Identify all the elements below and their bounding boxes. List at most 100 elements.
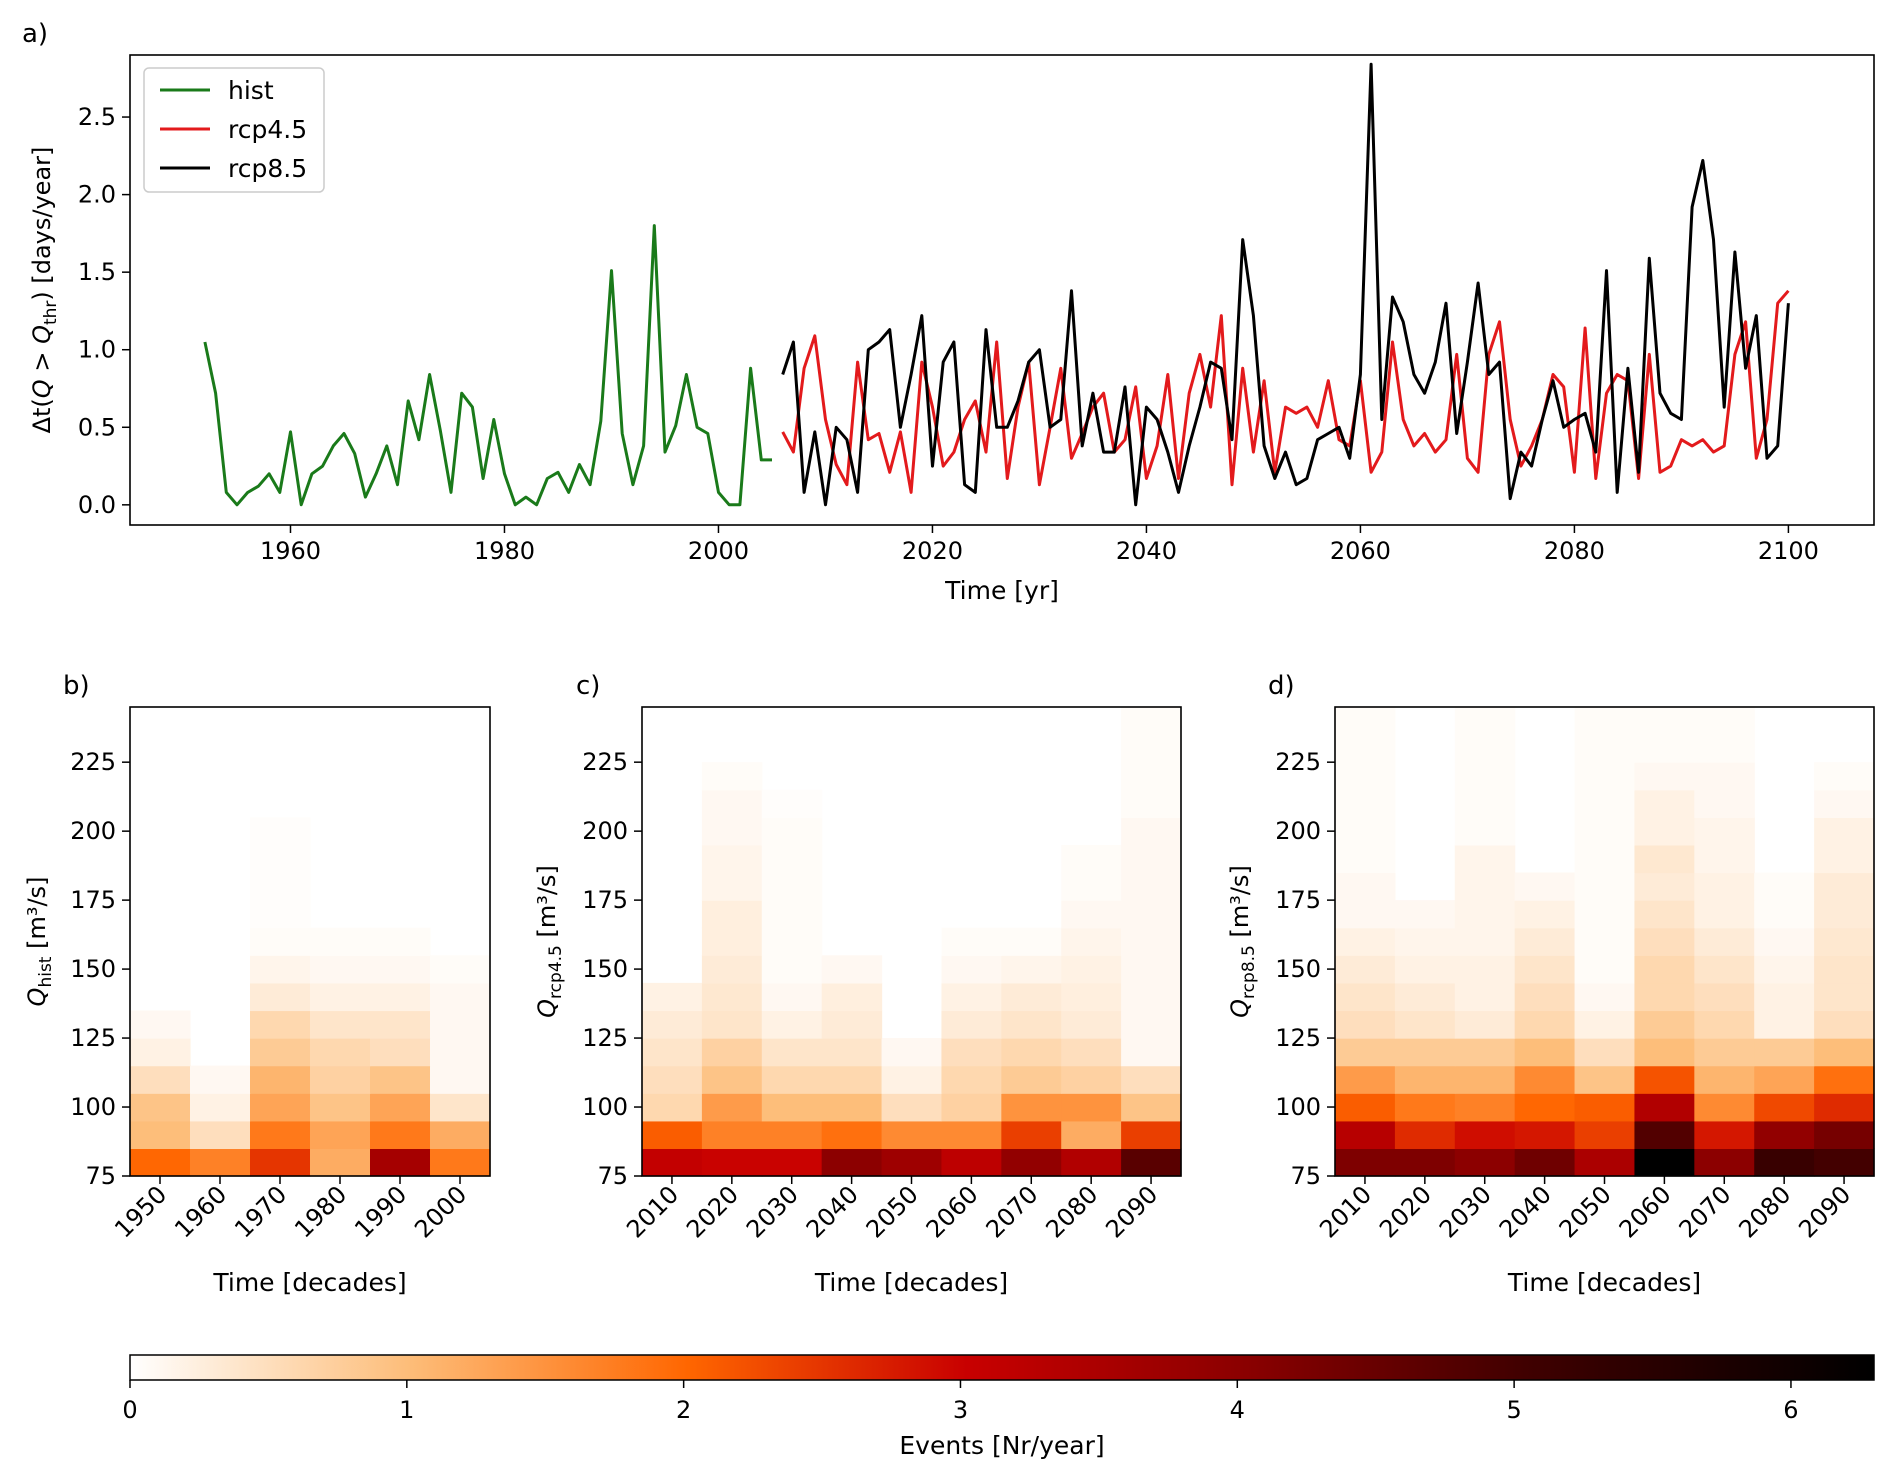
x-tick-label: 1980 [474,537,535,565]
heatmap-cell [370,955,431,984]
heatmap-cell [1754,1093,1815,1122]
heatmap-cell [701,762,763,791]
heatmap-cell [130,1038,191,1067]
heatmap-cell [370,1065,431,1094]
colorbar: 0 1 2 3 4 5 6 Events [Nr/year] [122,1354,1875,1460]
heatmap-cell [1814,1038,1875,1067]
heatmap-cell [1335,955,1396,984]
heatmap-cell [1454,1010,1516,1039]
x-tick-label: 2080 [1040,1180,1103,1243]
legend-label: rcp8.5 [228,154,307,183]
heatmap-cell [701,1093,763,1122]
x-tick-label: 2040 [1494,1180,1557,1243]
heatmap-cell [1694,707,1755,736]
colorbar-tick-label: 5 [1506,1396,1521,1424]
x-tick-label: 2080 [1544,537,1605,565]
x-tick-label: 2050 [1554,1180,1617,1243]
heatmap-cell [1574,1038,1636,1067]
heatmap-cell [1335,762,1396,791]
heatmap-cell [1814,1093,1875,1122]
heatmap-cell [761,1065,823,1094]
heatmap-cell [190,1120,251,1150]
y-tick-label: 125 [582,1024,628,1052]
heatmap-cell [761,927,823,956]
x-tick-label: 2040 [801,1180,864,1243]
heatmap-cell [1121,900,1182,929]
heatmap-cell [310,1010,371,1039]
y-tick-label: 1.5 [78,258,116,286]
y-tick-label: 75 [597,1162,628,1190]
legend-label: rcp4.5 [228,115,307,144]
x-axis-label: Time [decades] [212,1268,406,1297]
legend-label: hist [228,76,274,105]
heatmap-cell [310,955,371,984]
heatmap-cell [1335,734,1396,763]
heatmap-cell [1121,789,1182,818]
heatmap-cell [1121,955,1182,984]
heatmap-cell [430,1010,491,1039]
colorbar-tick-label: 4 [1230,1396,1245,1424]
heatmap-cell [1335,1065,1396,1094]
heatmap-cell [941,927,1002,956]
y-tick-label: 75 [85,1162,116,1190]
heatmap-cell [250,817,311,846]
heatmap-cell [821,1010,883,1039]
heatmap-cell [1754,1038,1815,1067]
heatmap-cell [1001,1038,1062,1067]
x-tick-label: 2000 [688,537,749,565]
heatmap-cell [701,1010,763,1039]
heatmap-cell [1514,1148,1576,1177]
heatmap-cell [701,872,763,901]
x-tick-label: 2080 [1733,1180,1796,1243]
heatmap-cell [1061,1148,1122,1177]
heatmap-cell [941,1093,1002,1122]
series-lines [203,62,1790,507]
heatmap-cell [1335,900,1396,929]
heatmap-cell [1454,762,1516,791]
heatmap-cell [190,1093,251,1122]
heatmap-cell [1121,872,1182,901]
heatmap-cell [1754,1010,1815,1039]
heatmap-cell [761,955,823,984]
heatmap-cell [1061,1038,1122,1067]
heatmap-cell [1335,982,1396,1012]
heatmap-cell [761,1038,823,1067]
y-axis-label-a: Δt(Q > Qthr) [days/year] [28,147,61,434]
heatmap-cell [1001,927,1062,956]
heatmap-cell [1121,762,1182,791]
heatmap-cell [941,1038,1002,1067]
heatmap-cell [1694,955,1755,984]
heatmap-cell [1394,1148,1456,1177]
heatmap-cell [1574,734,1636,763]
heatmap-cell [701,1120,763,1150]
x-tick-label: 2030 [1434,1180,1497,1243]
heatmap-cell [701,927,763,956]
heatmap-cell [1061,1120,1122,1150]
heatmap-cell [821,1093,883,1122]
y-tick-label: 1.0 [78,336,116,364]
heatmap-cell [1574,707,1636,736]
heatmap-cell [1694,789,1755,818]
heatmap-cell [761,872,823,901]
heatmap-cell [1634,982,1695,1012]
x-tick-label: 1980 [289,1180,352,1243]
y-tick-label: 200 [70,817,116,845]
line-chart-panel: a) 1960 1980 2000 2020 2040 2060 2080 2100 0.00… [22,19,1875,605]
heatmap-cell [250,1120,311,1150]
heatmap-cell [1335,844,1396,874]
heatmap-cell [761,789,823,818]
heatmap-cell [1454,707,1516,736]
heatmap-cell [1061,955,1122,984]
colorbar-tick-label: 1 [399,1396,414,1424]
x-tick-label: 1950 [109,1180,172,1243]
heatmap-cell [1061,982,1122,1012]
heatmap-cell [1454,900,1516,929]
heatmap-cell [1121,1038,1182,1067]
heatmap-cell [310,927,371,956]
heatmap-cell [190,1065,251,1094]
heatmap-cell [941,1065,1002,1094]
heatmap-cell [642,982,703,1012]
heatmap-cell [1121,1120,1182,1150]
heatmap-cell [130,1120,191,1150]
x-axis-ticks: 1960 1980 2000 2020 2040 2060 2080 2100 [260,525,1819,565]
